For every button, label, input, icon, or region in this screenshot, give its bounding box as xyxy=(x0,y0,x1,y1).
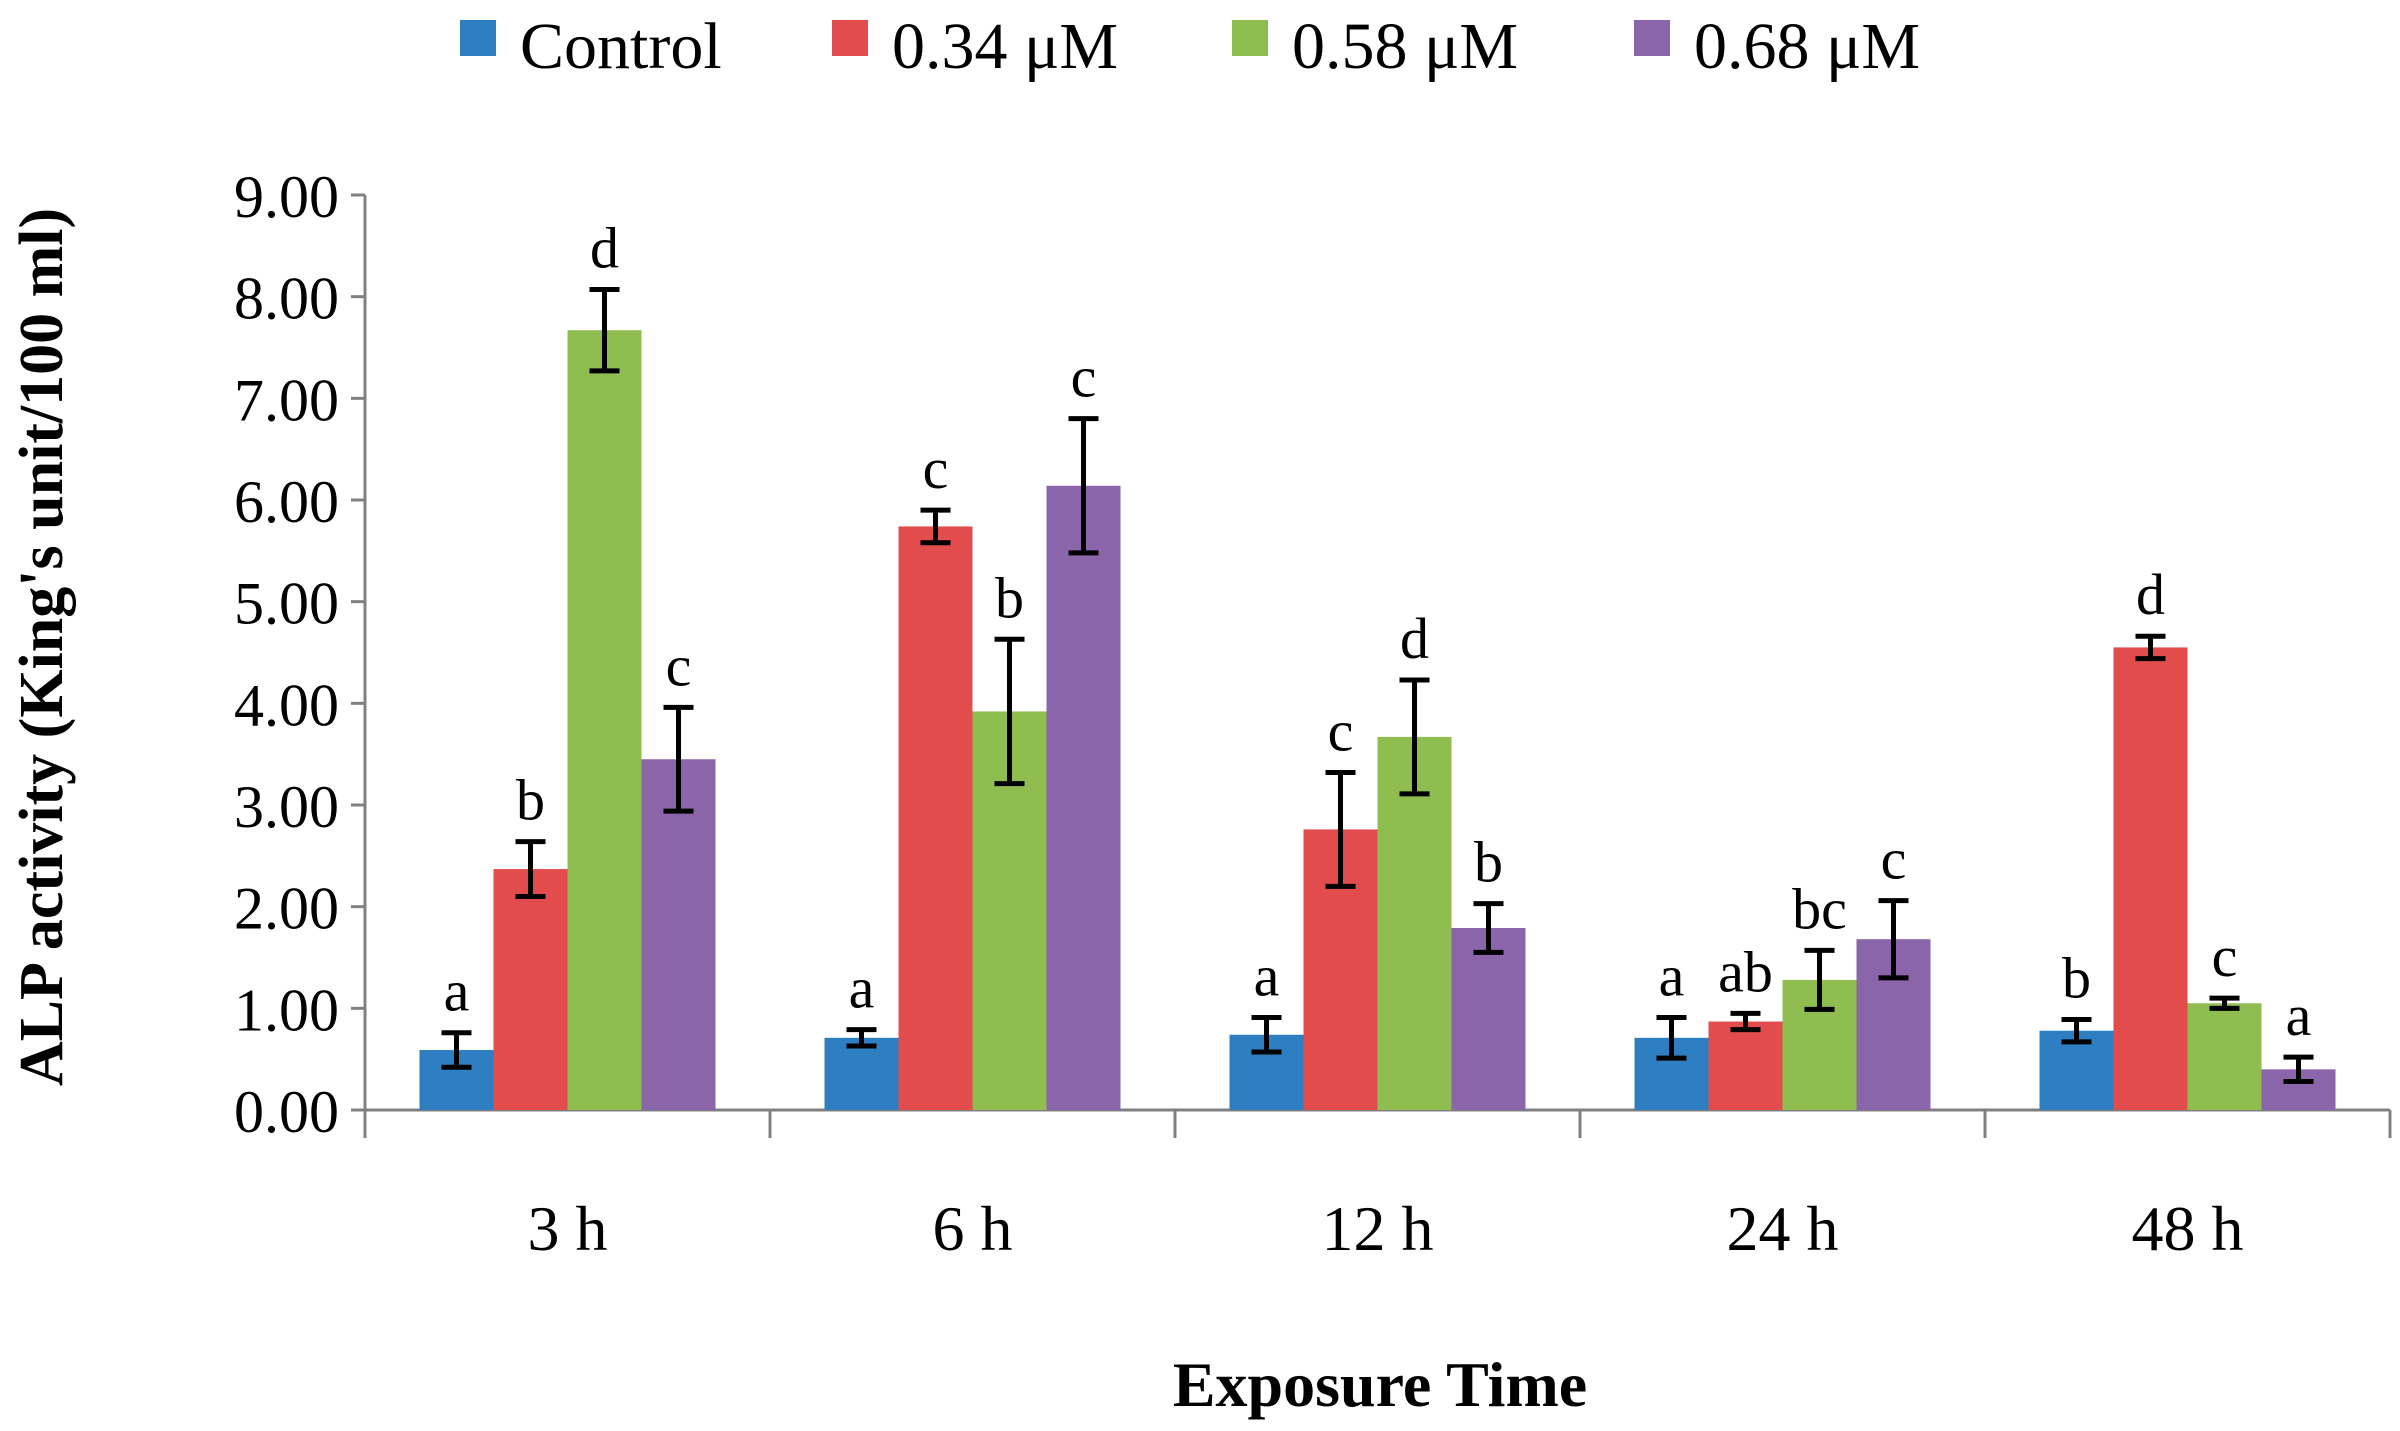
significance-letter: a xyxy=(1254,943,1280,1008)
bar xyxy=(1708,1021,1783,1110)
y-tick-label: 5.00 xyxy=(234,571,339,637)
significance-letter: bc xyxy=(1792,876,1847,941)
y-axis: 0.00 1.00 2.00 3.00 4.00 5.00 6.00 7.00 8.00 9.00 xyxy=(234,164,367,1145)
y-tick-label: 6.00 xyxy=(234,469,339,535)
significance-letter: c xyxy=(1328,698,1354,763)
bar xyxy=(2113,647,2188,1110)
legend-label: Control xyxy=(520,10,722,83)
significance-letter: b xyxy=(1474,830,1503,895)
legend-swatch xyxy=(460,20,496,56)
significance-letter: a xyxy=(1659,943,1685,1008)
bar xyxy=(1046,485,1121,1110)
significance-letter: c xyxy=(666,633,692,698)
bar xyxy=(641,759,716,1110)
x-tick-label: 6 h xyxy=(933,1193,1013,1264)
bar xyxy=(1377,736,1452,1110)
y-tick-label: 8.00 xyxy=(234,266,339,332)
significance-letter: b xyxy=(995,565,1024,630)
y-axis-label: ALP activity (King's unit/100 ml) xyxy=(8,208,76,1086)
bar xyxy=(824,1037,899,1110)
legend-item: Control xyxy=(460,10,722,83)
legend-swatch xyxy=(832,20,868,56)
bar xyxy=(898,526,973,1110)
y-tick-label: 1.00 xyxy=(234,977,339,1043)
significance-letter: d xyxy=(1400,606,1429,671)
x-tick-label: 12 h xyxy=(1322,1193,1434,1264)
error-bars xyxy=(441,287,2314,1085)
significance-letter: a xyxy=(849,956,875,1021)
y-tick-label: 2.00 xyxy=(234,876,339,942)
legend-label: 0.68 μM xyxy=(1694,10,1920,83)
significance-letter: c xyxy=(1071,345,1097,410)
bars xyxy=(419,330,2336,1110)
x-tick-label: 48 h xyxy=(2132,1193,2244,1264)
y-tick-label: 7.00 xyxy=(234,367,339,433)
bar xyxy=(1451,928,1526,1110)
bar xyxy=(567,330,642,1110)
legend-label: 0.34 μM xyxy=(892,10,1118,83)
significance-letter: d xyxy=(2136,562,2165,627)
x-axis: 3 h 6 h 12 h 24 h 48 h xyxy=(363,1108,2392,1264)
legend-item: 0.58 μM xyxy=(1232,10,1518,83)
legend-swatch xyxy=(1634,20,1670,56)
x-axis-label: Exposure Time xyxy=(1173,1349,1587,1420)
legend-label: 0.58 μM xyxy=(1292,10,1518,83)
y-tick-label: 3.00 xyxy=(234,774,339,840)
legend-item: 0.68 μM xyxy=(1634,10,1920,83)
y-tick-label: 9.00 xyxy=(234,164,339,230)
significance-letter: c xyxy=(2212,924,2238,989)
bar xyxy=(2187,1003,2262,1110)
significance-letter: d xyxy=(590,216,619,281)
x-tick-label: 24 h xyxy=(1727,1193,1839,1264)
significance-letter: c xyxy=(923,436,949,501)
y-tick-label: 4.00 xyxy=(234,672,339,738)
legend-swatch xyxy=(1232,20,1268,56)
x-tick-label: 3 h xyxy=(528,1193,608,1264)
significance-letter: c xyxy=(1881,827,1907,892)
legend: Control 0.34 μM 0.58 μM 0.68 μM xyxy=(460,10,1920,83)
y-tick-label: 0.00 xyxy=(234,1079,339,1145)
bar xyxy=(493,869,568,1110)
significance-letter: ab xyxy=(1718,939,1773,1004)
legend-item: 0.34 μM xyxy=(832,10,1118,83)
significance-letter: b xyxy=(2062,946,2091,1011)
significance-letter: a xyxy=(2286,983,2312,1048)
significance-letter: a xyxy=(444,959,470,1024)
significance-letter: b xyxy=(516,768,545,833)
